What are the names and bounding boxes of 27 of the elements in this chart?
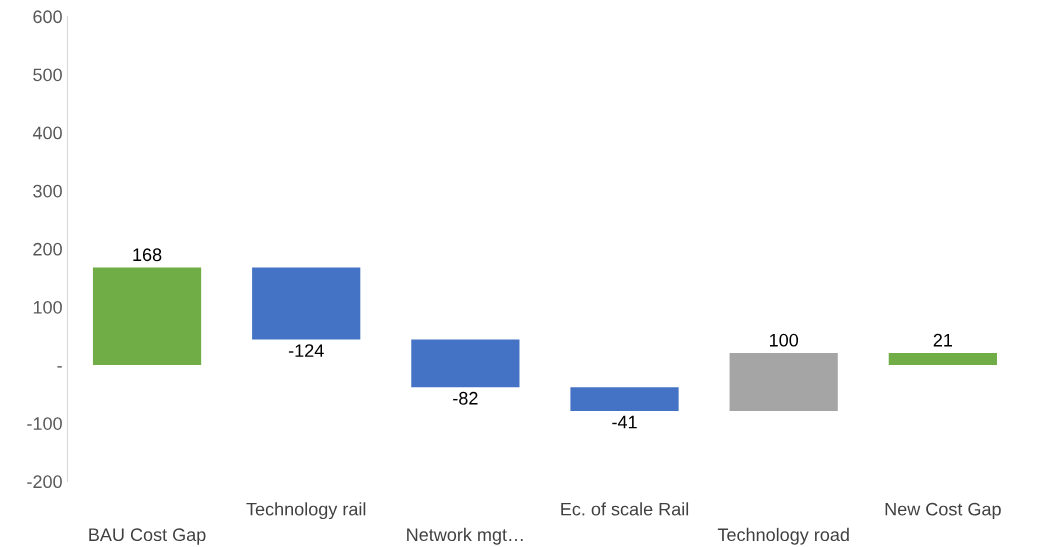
x-tick-label: Technology rail xyxy=(246,502,366,520)
y-tick-label: -100 xyxy=(27,417,62,430)
data-label: -41 xyxy=(612,415,637,429)
data-label: 21 xyxy=(933,333,953,347)
x-tick-label: BAU Cost Gap xyxy=(89,528,206,545)
bar xyxy=(411,339,520,388)
y-tick-label: 300 xyxy=(33,184,62,198)
data-label: 100 xyxy=(770,333,799,347)
bar xyxy=(570,387,679,412)
y-tick-label: 600 xyxy=(33,10,62,24)
bar xyxy=(252,267,361,340)
data-label: -124 xyxy=(288,344,324,357)
bar xyxy=(92,267,202,366)
x-tick-label: Network mgt… xyxy=(407,527,523,545)
y-tick-label: -200 xyxy=(27,475,62,489)
data-label: -82 xyxy=(453,391,478,405)
x-tick-label: New Cost Gap xyxy=(885,502,1001,520)
y-tick-label: - xyxy=(57,366,62,368)
y-tick-label: 100 xyxy=(33,300,62,314)
bar xyxy=(888,352,997,366)
y-tick-label: 500 xyxy=(33,68,62,82)
data-label: 168 xyxy=(133,248,162,262)
y-tick-label: 400 xyxy=(32,126,62,140)
y-tick-label: 200 xyxy=(33,242,62,256)
bar xyxy=(729,352,838,412)
x-tick-label: Technology road xyxy=(717,527,849,545)
x-tick-label: Ec. of scale Rail xyxy=(561,502,689,516)
